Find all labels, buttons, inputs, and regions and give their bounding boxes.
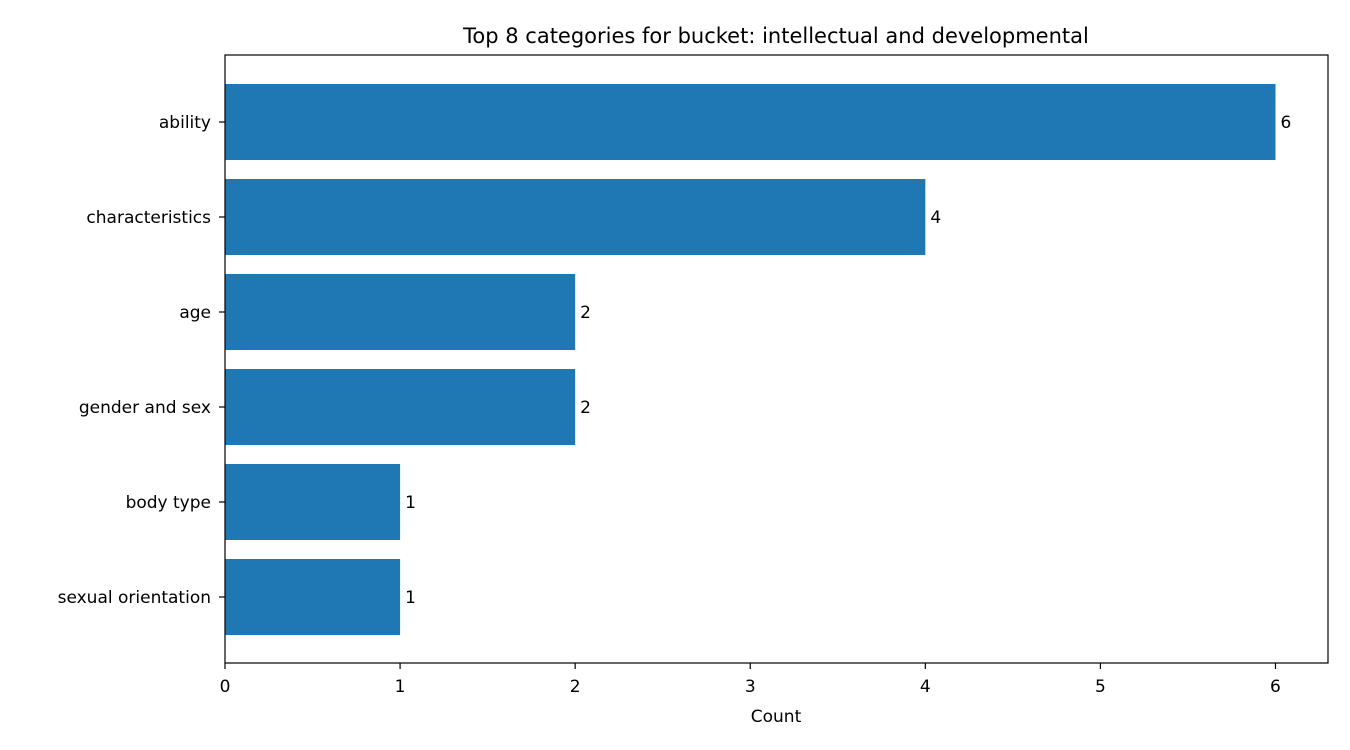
- x-tick-label: 3: [745, 677, 756, 697]
- plot-frame: [224, 54, 1329, 664]
- bar-body-type: [225, 464, 401, 540]
- x-tick-label: 2: [570, 677, 581, 697]
- y-tick-label: characteristics: [86, 208, 211, 228]
- x-axis-label: Count: [751, 707, 802, 727]
- bar-age: [225, 274, 576, 350]
- x-tick-label: 0: [220, 677, 231, 697]
- x-tick-label: 6: [1270, 677, 1281, 697]
- data-label: 1: [405, 493, 416, 513]
- x-tick-label: 1: [395, 677, 406, 697]
- y-tick-label: ability: [159, 113, 211, 133]
- bar-characteristics: [225, 179, 926, 255]
- data-label: 4: [930, 208, 941, 228]
- data-label: 2: [580, 398, 591, 418]
- bar-ability: [225, 84, 1276, 160]
- data-label: 1: [405, 588, 416, 608]
- y-tick-label: gender and sex: [79, 398, 211, 418]
- x-ticks: 0 1 2 3 4 5 6: [220, 663, 1281, 697]
- bar-gender-and-sex: [225, 369, 576, 445]
- data-label: 2: [580, 303, 591, 323]
- chart-title: Top 8 categories for bucket: intellectua…: [462, 24, 1089, 48]
- x-tick-label: 4: [920, 677, 931, 697]
- bar-sexual-orientation: [225, 559, 401, 635]
- bars-group: 6 4 2 2 1 1: [225, 84, 1291, 635]
- y-tick-label: sexual orientation: [58, 588, 211, 608]
- x-tick-label: 5: [1095, 677, 1106, 697]
- y-tick-labels: ability characteristics age gender and sex b…: [58, 113, 225, 608]
- y-tick-label: age: [179, 303, 211, 323]
- y-tick-label: body type: [126, 493, 211, 513]
- data-label: 6: [1280, 113, 1291, 133]
